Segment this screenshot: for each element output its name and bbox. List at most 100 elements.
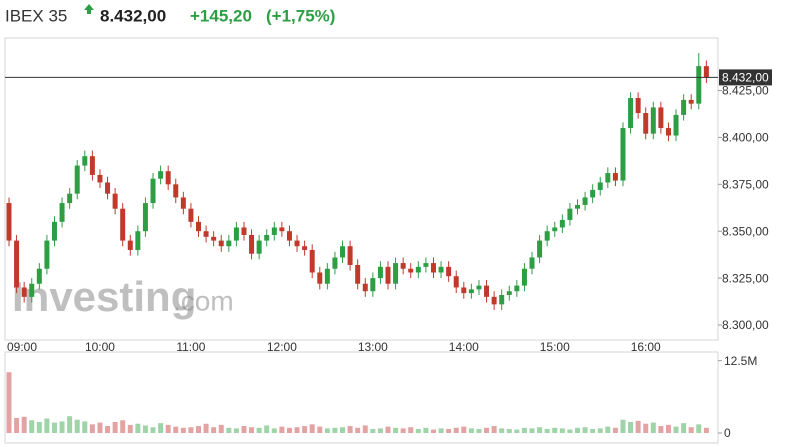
- volume-bar: [468, 428, 474, 433]
- volume-bar: [97, 422, 103, 433]
- volume-bar: [514, 429, 520, 433]
- candle-body: [332, 257, 338, 269]
- volume-bar: [658, 426, 664, 433]
- volume-panel: [4, 351, 719, 444]
- candle-body: [575, 204, 580, 209]
- volume-bar: [544, 428, 550, 433]
- volume-bar: [673, 426, 679, 433]
- volume-bar: [567, 429, 573, 433]
- volume-bar: [628, 422, 634, 433]
- candle-body: [673, 114, 679, 136]
- candle-body: [461, 287, 467, 294]
- candle-body: [408, 268, 414, 273]
- candle-body: [6, 203, 12, 241]
- candle-body: [142, 203, 148, 232]
- volume-bar: [423, 427, 429, 433]
- volume-bar: [620, 419, 626, 433]
- volume-bar: [142, 425, 148, 433]
- volume-bar: [211, 427, 217, 433]
- candle-body: [249, 234, 255, 254]
- volume-bar: [286, 427, 292, 433]
- candle-body: [362, 283, 368, 292]
- last-price-label: 8.432,00: [722, 71, 769, 85]
- volume-bar: [446, 428, 452, 433]
- volume-tick-label: 0: [724, 426, 731, 440]
- volume-bar: [688, 427, 694, 433]
- candle-body: [499, 294, 505, 305]
- candle-body: [82, 156, 88, 166]
- volume-bar: [135, 423, 141, 433]
- candle-body: [529, 257, 535, 269]
- candle-body: [173, 184, 179, 198]
- candle-body: [233, 227, 239, 241]
- candle-body: [620, 128, 626, 181]
- candle-body: [309, 249, 315, 273]
- volume-bar: [51, 422, 57, 433]
- volume-bar: [44, 418, 50, 433]
- candle-body: [256, 240, 262, 254]
- candle-body: [355, 264, 361, 284]
- candle-body: [514, 285, 520, 292]
- candle-body: [324, 268, 330, 284]
- candle-body: [688, 99, 694, 104]
- candle-body: [180, 197, 186, 209]
- candle-body: [400, 263, 406, 269]
- volume-bar: [362, 425, 368, 433]
- candle-body: [476, 285, 482, 290]
- volume-bar: [665, 424, 671, 433]
- candle-body: [377, 266, 383, 279]
- volume-bar: [203, 423, 209, 433]
- candle-body: [218, 240, 224, 247]
- candle-body: [135, 231, 141, 250]
- x-tick-label: 14:00: [449, 340, 479, 354]
- candle-body: [188, 208, 194, 222]
- volume-bar: [347, 426, 353, 433]
- volume-bar: [120, 420, 126, 433]
- candle-body: [597, 182, 603, 190]
- candle-body: [491, 296, 497, 305]
- candle-body: [165, 171, 171, 185]
- x-tick-label: 09:00: [7, 340, 37, 354]
- candle-body: [347, 246, 353, 265]
- candle-body: [582, 197, 588, 205]
- volume-bar: [233, 428, 239, 433]
- candle-body: [650, 107, 656, 134]
- candle-body: [29, 283, 35, 297]
- last-price-box: [719, 69, 772, 86]
- volume-bar: [643, 423, 649, 433]
- volume-bar: [696, 424, 702, 433]
- candle-body: [643, 113, 649, 134]
- volume-bar: [582, 427, 588, 433]
- candle-body: [97, 174, 103, 183]
- x-tick-label: 10:00: [85, 340, 115, 354]
- volume-bar: [575, 427, 580, 433]
- candle-body: [158, 171, 164, 179]
- volume-bar: [271, 428, 277, 433]
- header-price: 8.432,00: [100, 6, 166, 25]
- candle-body: [453, 276, 459, 288]
- volume-bar: [430, 429, 436, 433]
- x-tick-label: 11:00: [176, 340, 205, 354]
- volume-bar: [559, 428, 565, 433]
- x-tick-label: 16:00: [631, 340, 661, 354]
- candle-body: [446, 266, 452, 277]
- volume-bar: [453, 427, 459, 433]
- y-tick-label: 8.400,00: [722, 131, 769, 145]
- candle-body: [51, 221, 57, 241]
- candle-body: [484, 285, 490, 297]
- candle-body: [286, 231, 292, 241]
- volume-bar: [105, 426, 111, 433]
- volume-bar: [127, 424, 133, 433]
- candle-body: [385, 266, 391, 284]
- volume-bar: [393, 427, 399, 433]
- price-panel: [4, 37, 719, 341]
- volume-bar: [241, 426, 247, 433]
- volume-bar: [370, 428, 376, 433]
- candle-body: [605, 173, 611, 183]
- candle-body: [567, 208, 573, 220]
- volume-bar: [82, 421, 88, 433]
- volume-bar: [703, 427, 709, 433]
- candle-body: [544, 231, 550, 241]
- volume-bar: [355, 427, 361, 433]
- candle-body: [302, 246, 308, 250]
